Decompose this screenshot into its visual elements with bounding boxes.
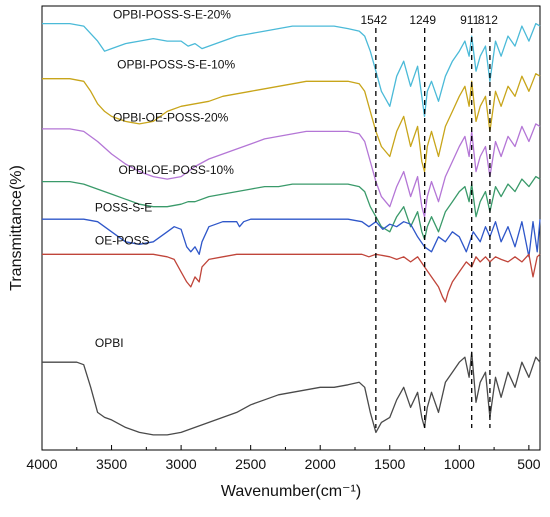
plot-frame — [41, 5, 541, 451]
series-line-opbi-oe-poss-10 — [42, 175, 541, 240]
series-line-poss-s-e — [42, 218, 541, 258]
x-axis-title: Wavenumber(cm⁻¹) — [221, 483, 361, 500]
peak-label-911: 911 — [460, 13, 479, 27]
x-tick-label-500: 500 — [517, 456, 541, 472]
x-tick-label-2500: 2500 — [235, 456, 266, 472]
series-labels: OPBI-POSS-S-E-20% OPBI-POSS-S-E-10% OPBI-O… — [95, 8, 236, 351]
series-label-oe-poss: OE-POSS — [95, 233, 150, 247]
x-tick-label-4000: 4000 — [26, 456, 57, 472]
y-axis-title: Transmittance(%) — [8, 165, 25, 291]
x-tick-label-2000: 2000 — [305, 456, 336, 472]
x-tick-label-3500: 3500 — [96, 456, 127, 472]
x-axis-ticks: 4000 3500 3000 2500 2000 1500 1000 500 — [26, 445, 541, 472]
series-label-opbi-poss-s-e-10: OPBI-POSS-S-E-10% — [117, 58, 235, 72]
series-line-opbi — [42, 351, 541, 436]
peak-label-1249: 1249 — [409, 13, 436, 27]
peak-label-1542: 1542 — [361, 13, 388, 27]
series-line-opbi-oe-poss-20 — [42, 123, 541, 218]
series-label-opbi-poss-s-e-20: OPBI-POSS-S-E-20% — [113, 8, 231, 22]
x-tick-label-1000: 1000 — [444, 456, 475, 472]
series-label-opbi-oe-poss-20: OPBI-OE-POSS-20% — [113, 110, 229, 124]
x-tick-label-3000: 3000 — [166, 456, 197, 472]
x-tick-label-1500: 1500 — [374, 456, 405, 472]
series-label-opbi-oe-poss-10: OPBI-OE-POSS-10% — [119, 163, 235, 177]
peak-label-812: 812 — [478, 13, 498, 27]
series-line-opbi-poss-s-e-20 — [42, 22, 541, 118]
series-label-opbi: OPBI — [95, 336, 124, 350]
series-line-oe-poss — [42, 253, 541, 303]
series-label-poss-s-e: POSS-S-E — [95, 201, 152, 215]
series-lines — [42, 22, 541, 436]
